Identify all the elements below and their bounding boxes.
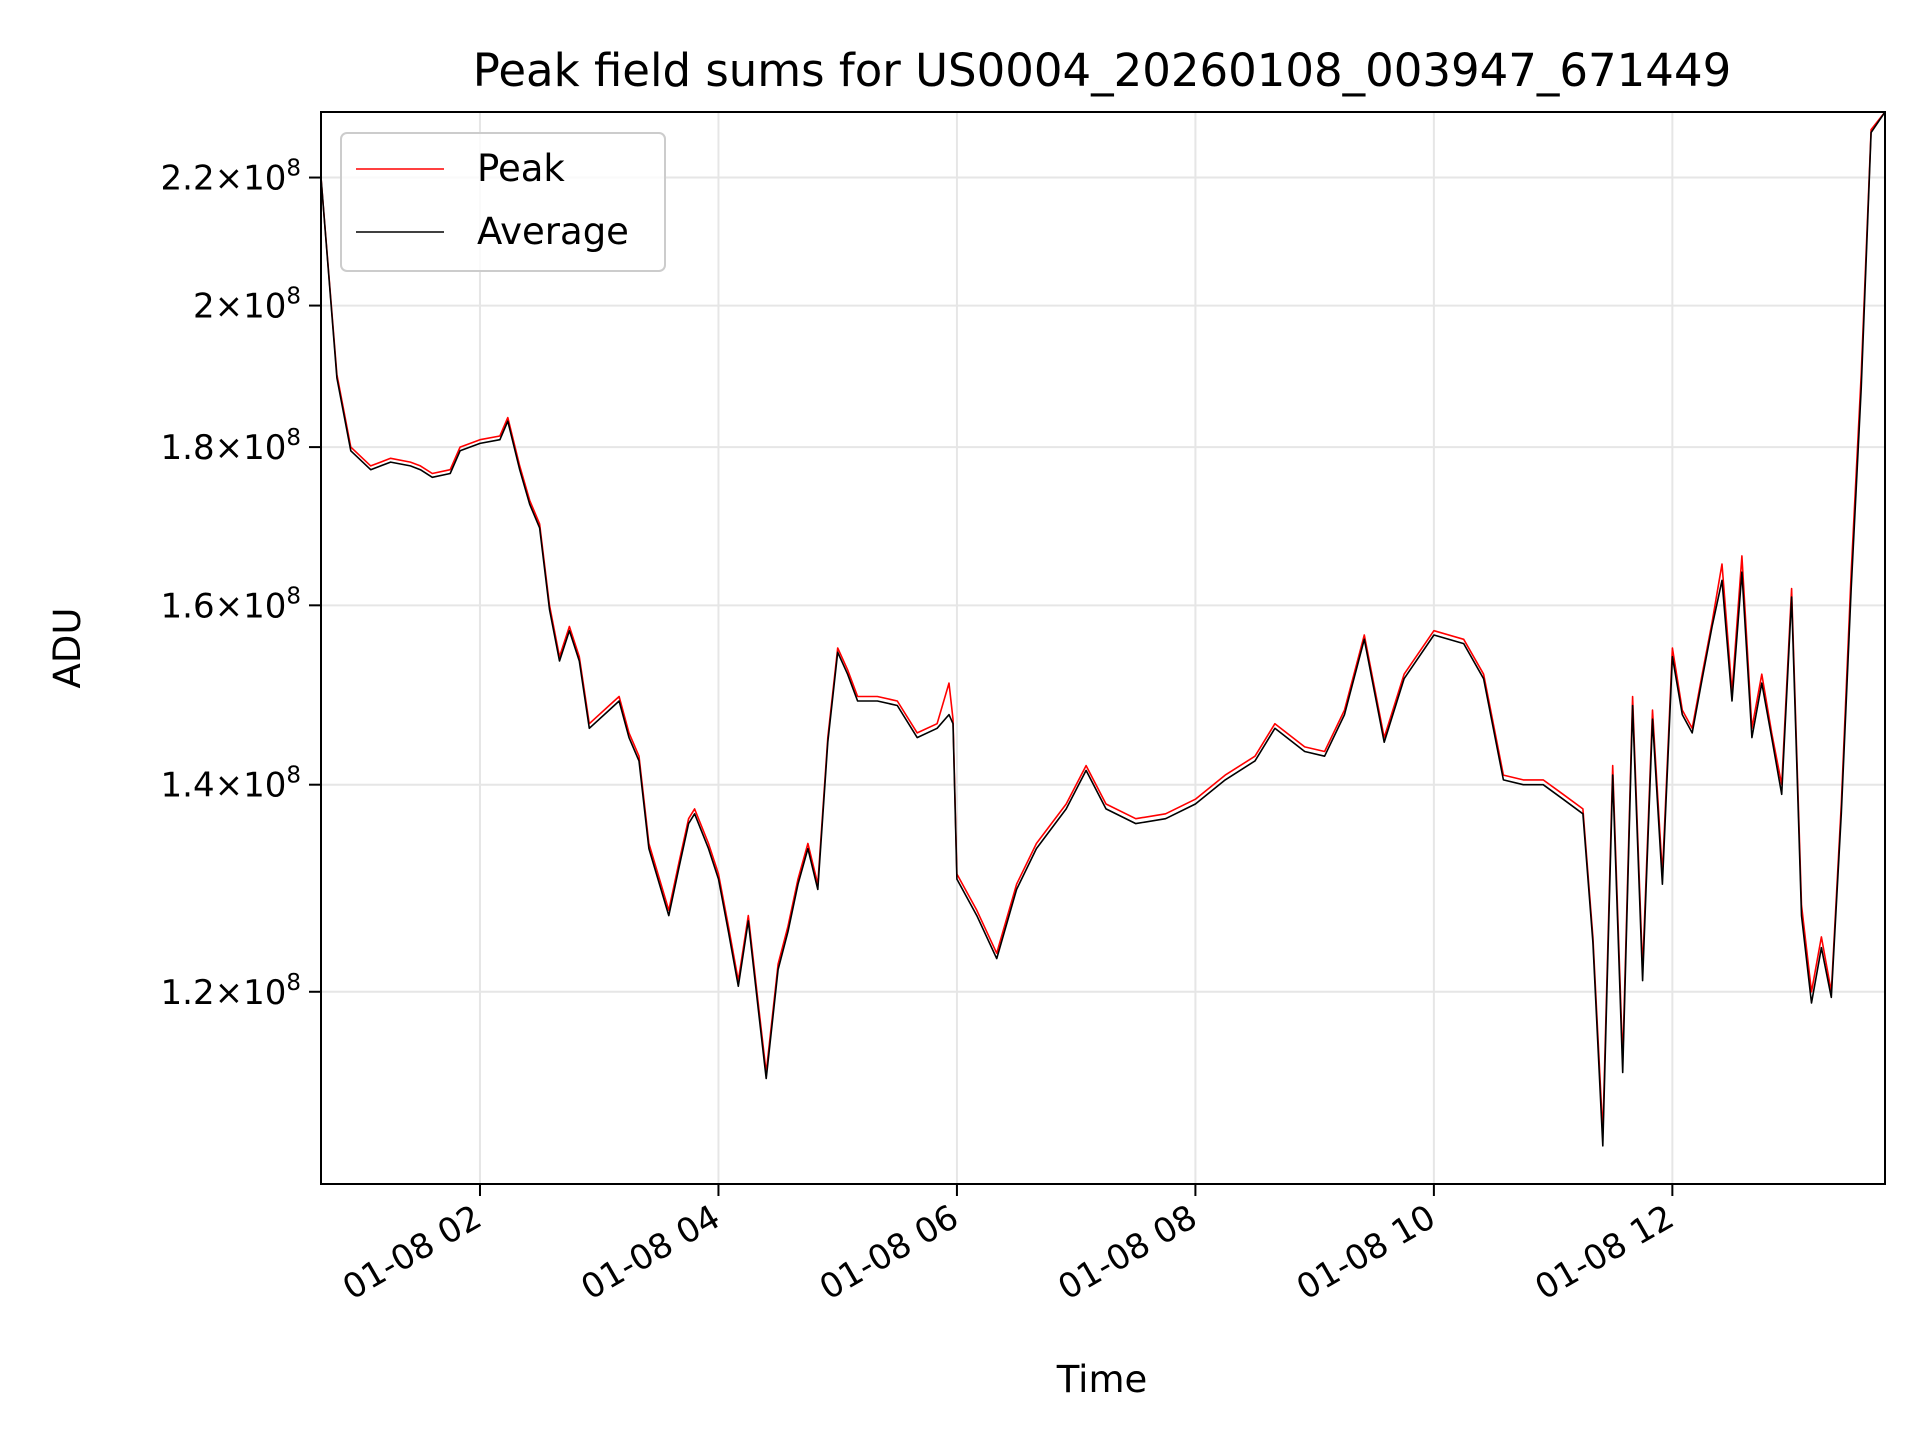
y-tick-times: × [215, 586, 244, 626]
y-tick-mantissa: 1.4 [161, 766, 215, 806]
y-tick-label: 2.2×108 [161, 156, 301, 199]
y-tick-label: 1.6×108 [161, 583, 301, 626]
y-tick-exponent: 8 [286, 425, 301, 451]
legend: Peak Average [340, 132, 666, 272]
y-tick-mantissa: 2 [193, 287, 215, 327]
grid [321, 112, 1885, 1184]
y-tick-base: 10 [243, 586, 286, 626]
legend-box [340, 132, 666, 272]
y-tick-times: × [215, 973, 244, 1013]
y-tick-times: × [215, 766, 244, 806]
y-tick-exponent: 8 [286, 970, 301, 996]
y-tick-label: 1.8×108 [161, 425, 301, 468]
series-line-peak [320, 111, 1886, 1135]
y-tick-mantissa: 1.8 [161, 428, 215, 468]
y-tick-mantissa: 1.6 [161, 586, 215, 626]
y-tick-exponent: 8 [286, 284, 301, 310]
y-tick-exponent: 8 [286, 156, 301, 182]
legend-label-average: Average [477, 210, 629, 253]
plot-frame [320, 111, 1886, 1185]
y-tick-mantissa: 1.2 [161, 973, 215, 1013]
y-tick-label: 2×108 [193, 284, 301, 327]
y-tick-label: 1.2×108 [161, 970, 301, 1013]
y-tick-base: 10 [243, 159, 286, 199]
y-tick-base: 10 [243, 766, 286, 806]
y-tick-times: × [215, 159, 244, 199]
y-tick-times: × [215, 428, 244, 468]
y-tick-base: 10 [243, 287, 286, 327]
y-tick-label: 1.4×108 [161, 763, 301, 806]
y-tick-exponent: 8 [286, 583, 301, 609]
x-axis-label: Time [1056, 1358, 1148, 1401]
y-tick-base: 10 [243, 428, 286, 468]
y-tick-exponent: 8 [286, 763, 301, 789]
chart-title: Peak field sums for US0004_20260108_0039… [473, 44, 1731, 97]
y-tick-base: 10 [243, 973, 286, 1013]
series-line-average [320, 111, 1886, 1147]
y-tick-mantissa: 2.2 [161, 159, 215, 199]
y-tick-times: × [215, 287, 244, 327]
y-axis-label: ADU [46, 608, 89, 689]
series-lines [320, 111, 1886, 1147]
legend-label-peak: Peak [477, 147, 565, 190]
